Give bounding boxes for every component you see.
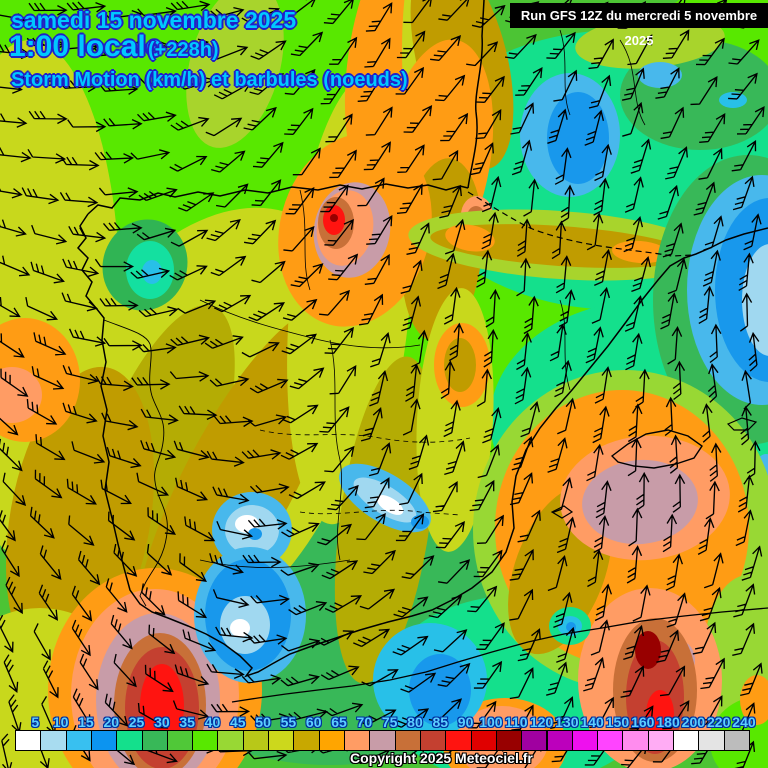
forecast-offset: (+228h)	[148, 39, 219, 61]
local-time-title: 1:00 locale	[9, 30, 163, 63]
date-title: samedi 15 novembre 2025	[11, 7, 297, 33]
model-run-info: Run GFS 12Z du mercredi 5 novembre 2025	[510, 3, 768, 48]
parameter-subtitle: Storm Motion (km/h) et barbules (noeuds)	[11, 69, 408, 91]
copyright-notice: Copyright 2025 Meteociel.fr	[350, 750, 533, 766]
